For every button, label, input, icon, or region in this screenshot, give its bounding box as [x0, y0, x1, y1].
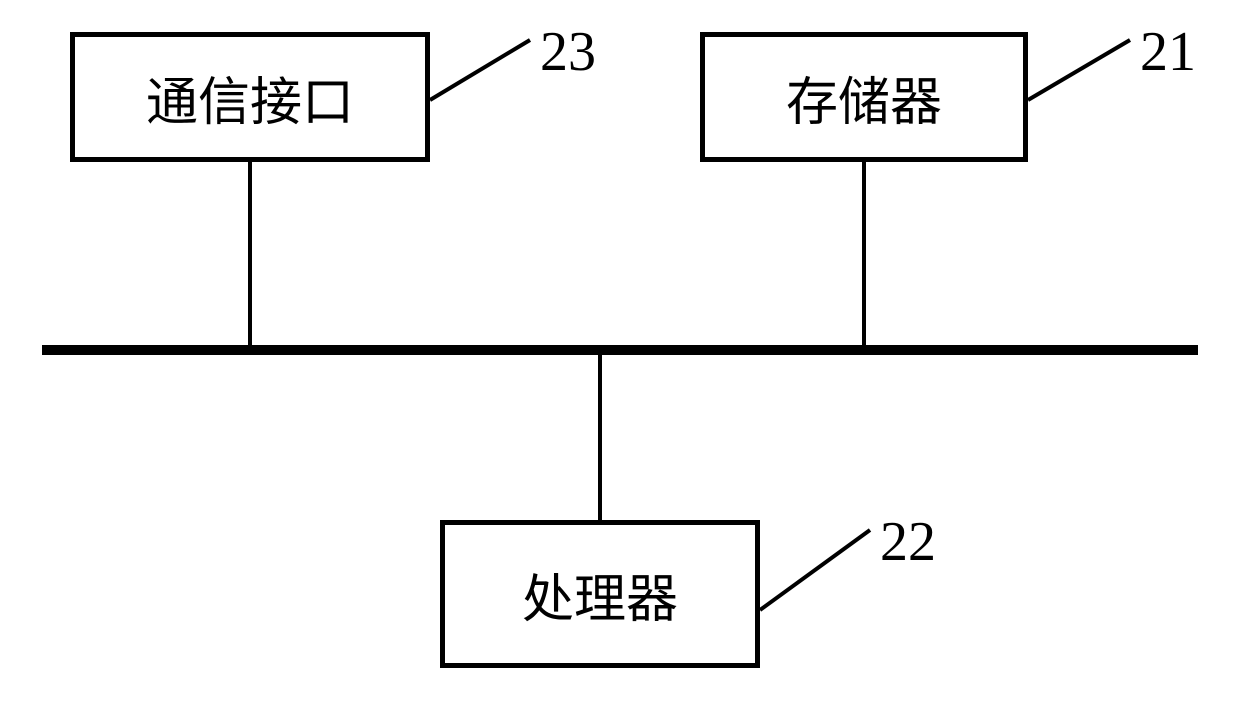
- label-number-comm-text: 23: [540, 21, 596, 83]
- label-number-comm: 23: [540, 20, 596, 84]
- label-number-memory-text: 21: [1140, 21, 1196, 83]
- block-memory-label: 存储器: [786, 60, 942, 135]
- bus-line: [42, 345, 1198, 355]
- leader-line-comm: [430, 40, 530, 100]
- connector-memory-to-bus: [862, 162, 866, 345]
- block-memory: 存储器: [700, 32, 1028, 162]
- connector-bus-to-processor: [598, 355, 602, 520]
- connector-comm-to-bus: [248, 162, 252, 345]
- block-comm-interface: 通信接口: [70, 32, 430, 162]
- leader-line-memory: [1028, 40, 1130, 100]
- block-comm-interface-label: 通信接口: [146, 60, 354, 135]
- block-processor: 处理器: [440, 520, 760, 668]
- system-block-diagram: 通信接口 存储器 处理器 23 21 22: [0, 0, 1240, 709]
- label-number-processor-text: 22: [880, 511, 936, 573]
- label-number-processor: 22: [880, 510, 936, 574]
- block-processor-label: 处理器: [522, 557, 678, 632]
- leader-line-processor: [760, 530, 870, 610]
- label-number-memory: 21: [1140, 20, 1196, 84]
